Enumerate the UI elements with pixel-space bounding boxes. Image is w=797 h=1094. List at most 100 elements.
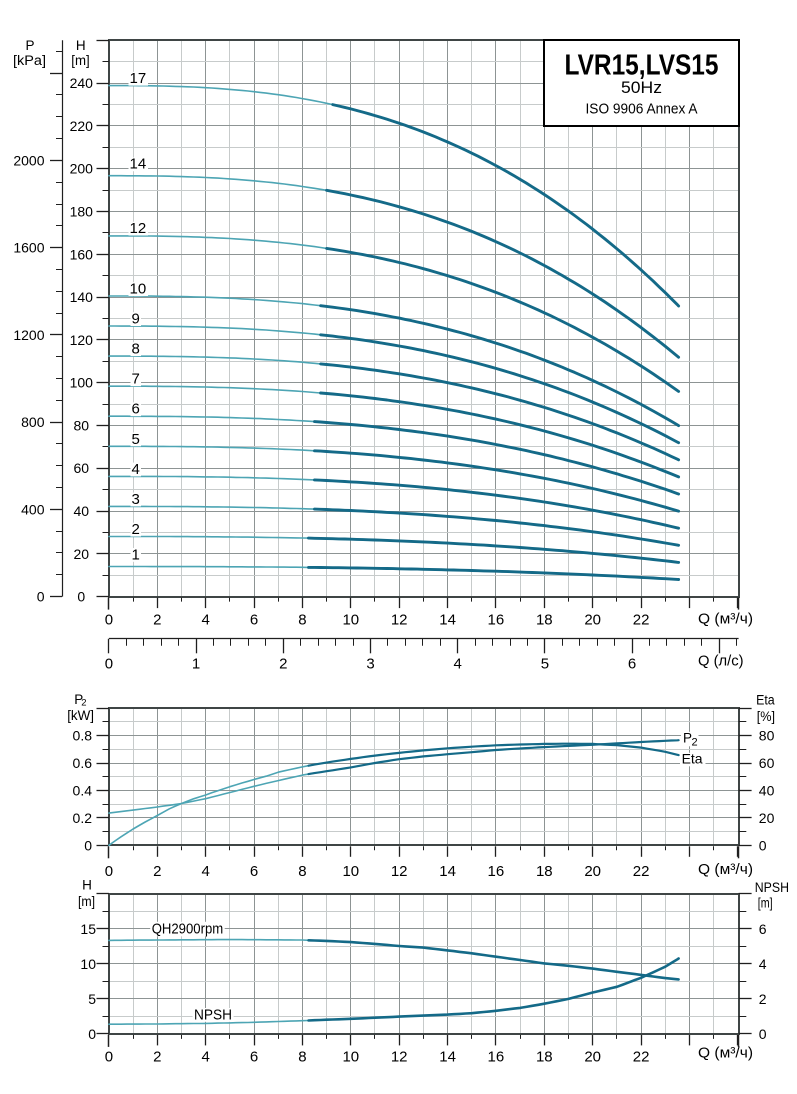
svg-text:40: 40 — [759, 782, 775, 798]
svg-text:2000: 2000 — [13, 152, 44, 168]
svg-text:0: 0 — [105, 1049, 113, 1066]
svg-text:[m]: [m] — [71, 53, 89, 68]
svg-text:0: 0 — [37, 589, 45, 605]
svg-text:7: 7 — [132, 371, 140, 388]
svg-text:20: 20 — [74, 546, 90, 562]
svg-text:1: 1 — [132, 546, 140, 563]
svg-text:2: 2 — [153, 612, 161, 629]
svg-text:140: 140 — [70, 289, 94, 305]
svg-text:[kPa]: [kPa] — [13, 53, 46, 68]
svg-text:2: 2 — [81, 697, 86, 708]
svg-text:20: 20 — [584, 863, 601, 880]
svg-text:14: 14 — [439, 1049, 456, 1066]
svg-text:6: 6 — [250, 1049, 258, 1066]
svg-text:22: 22 — [633, 863, 650, 880]
svg-text:400: 400 — [21, 501, 45, 517]
svg-text:NPSH: NPSH — [755, 880, 789, 895]
svg-text:2: 2 — [279, 656, 287, 673]
svg-text:6: 6 — [250, 863, 258, 880]
svg-text:4: 4 — [132, 461, 140, 478]
svg-text:0.4: 0.4 — [73, 782, 93, 798]
svg-text:Q (м³/ч): Q (м³/ч) — [698, 611, 753, 628]
svg-text:12: 12 — [391, 863, 408, 880]
svg-text:10: 10 — [80, 956, 96, 972]
svg-text:17: 17 — [130, 70, 147, 87]
svg-text:0: 0 — [105, 656, 113, 673]
svg-text:5: 5 — [132, 431, 140, 448]
svg-text:10: 10 — [342, 1049, 359, 1066]
svg-text:3: 3 — [132, 491, 140, 508]
svg-text:5: 5 — [88, 991, 96, 1007]
svg-text:0.8: 0.8 — [73, 728, 93, 744]
svg-text:100: 100 — [70, 375, 94, 391]
svg-text:P: P — [74, 692, 83, 707]
svg-text:Q (м³/ч): Q (м³/ч) — [698, 861, 753, 878]
svg-text:Q (м³/ч): Q (м³/ч) — [698, 1045, 753, 1062]
svg-text:0: 0 — [759, 837, 767, 853]
svg-text:6: 6 — [132, 401, 140, 418]
svg-text:60: 60 — [759, 755, 775, 771]
svg-text:0.2: 0.2 — [73, 810, 93, 826]
svg-text:12: 12 — [391, 612, 408, 629]
svg-text:200: 200 — [70, 161, 94, 177]
svg-text:2: 2 — [153, 863, 161, 880]
svg-text:[kW]: [kW] — [67, 708, 94, 723]
svg-text:60: 60 — [74, 460, 90, 476]
svg-text:Eta: Eta — [682, 751, 703, 767]
svg-text:5: 5 — [541, 656, 549, 673]
svg-text:18: 18 — [536, 1049, 553, 1066]
svg-text:QH2900rpm: QH2900rpm — [152, 922, 224, 938]
svg-text:1200: 1200 — [13, 327, 44, 343]
svg-text:4: 4 — [454, 656, 462, 673]
svg-text:Q (л/с): Q (л/с) — [698, 653, 744, 670]
svg-text:2: 2 — [153, 1049, 161, 1066]
svg-text:22: 22 — [633, 612, 650, 629]
svg-text:3: 3 — [366, 656, 374, 673]
svg-text:80: 80 — [759, 728, 775, 744]
svg-text:12: 12 — [391, 1049, 408, 1066]
svg-text:8: 8 — [298, 612, 306, 629]
svg-text:220: 220 — [70, 118, 94, 134]
svg-text:20: 20 — [584, 612, 601, 629]
svg-text:10: 10 — [130, 281, 147, 298]
svg-text:240: 240 — [70, 75, 94, 91]
svg-text:8: 8 — [132, 341, 140, 358]
svg-text:8: 8 — [298, 863, 306, 880]
svg-text:0: 0 — [759, 1026, 767, 1042]
svg-text:P: P — [683, 731, 692, 746]
svg-text:20: 20 — [584, 1049, 601, 1066]
svg-text:2: 2 — [692, 737, 698, 749]
svg-text:22: 22 — [633, 1049, 650, 1066]
svg-text:4: 4 — [202, 612, 210, 629]
svg-text:0: 0 — [105, 612, 113, 629]
svg-text:40: 40 — [74, 503, 90, 519]
svg-text:0: 0 — [84, 837, 92, 853]
svg-text:0.6: 0.6 — [73, 755, 93, 771]
svg-text:2: 2 — [132, 521, 140, 538]
svg-text:18: 18 — [536, 863, 553, 880]
svg-text:20: 20 — [759, 810, 775, 826]
svg-text:H: H — [82, 877, 92, 892]
svg-text:4: 4 — [202, 1049, 210, 1066]
svg-text:4: 4 — [202, 863, 210, 880]
svg-text:H: H — [76, 38, 86, 53]
svg-text:16: 16 — [488, 863, 505, 880]
svg-text:15: 15 — [80, 921, 96, 937]
svg-text:6: 6 — [628, 656, 636, 673]
svg-text:120: 120 — [70, 332, 94, 348]
svg-text:14: 14 — [439, 863, 456, 880]
svg-text:[m]: [m] — [78, 894, 95, 909]
svg-text:[%]: [%] — [757, 709, 775, 724]
svg-text:6: 6 — [759, 921, 767, 937]
svg-text:0: 0 — [77, 589, 85, 605]
svg-text:4: 4 — [759, 956, 767, 972]
svg-text:[m]: [m] — [758, 896, 773, 911]
svg-text:80: 80 — [74, 417, 90, 433]
svg-text:ISO 9906 Annex A: ISO 9906 Annex A — [586, 102, 698, 118]
svg-text:16: 16 — [488, 1049, 505, 1066]
svg-text:10: 10 — [342, 612, 359, 629]
svg-text:1: 1 — [192, 656, 200, 673]
svg-text:0: 0 — [88, 1026, 96, 1042]
svg-text:18: 18 — [536, 612, 553, 629]
svg-text:6: 6 — [250, 612, 258, 629]
